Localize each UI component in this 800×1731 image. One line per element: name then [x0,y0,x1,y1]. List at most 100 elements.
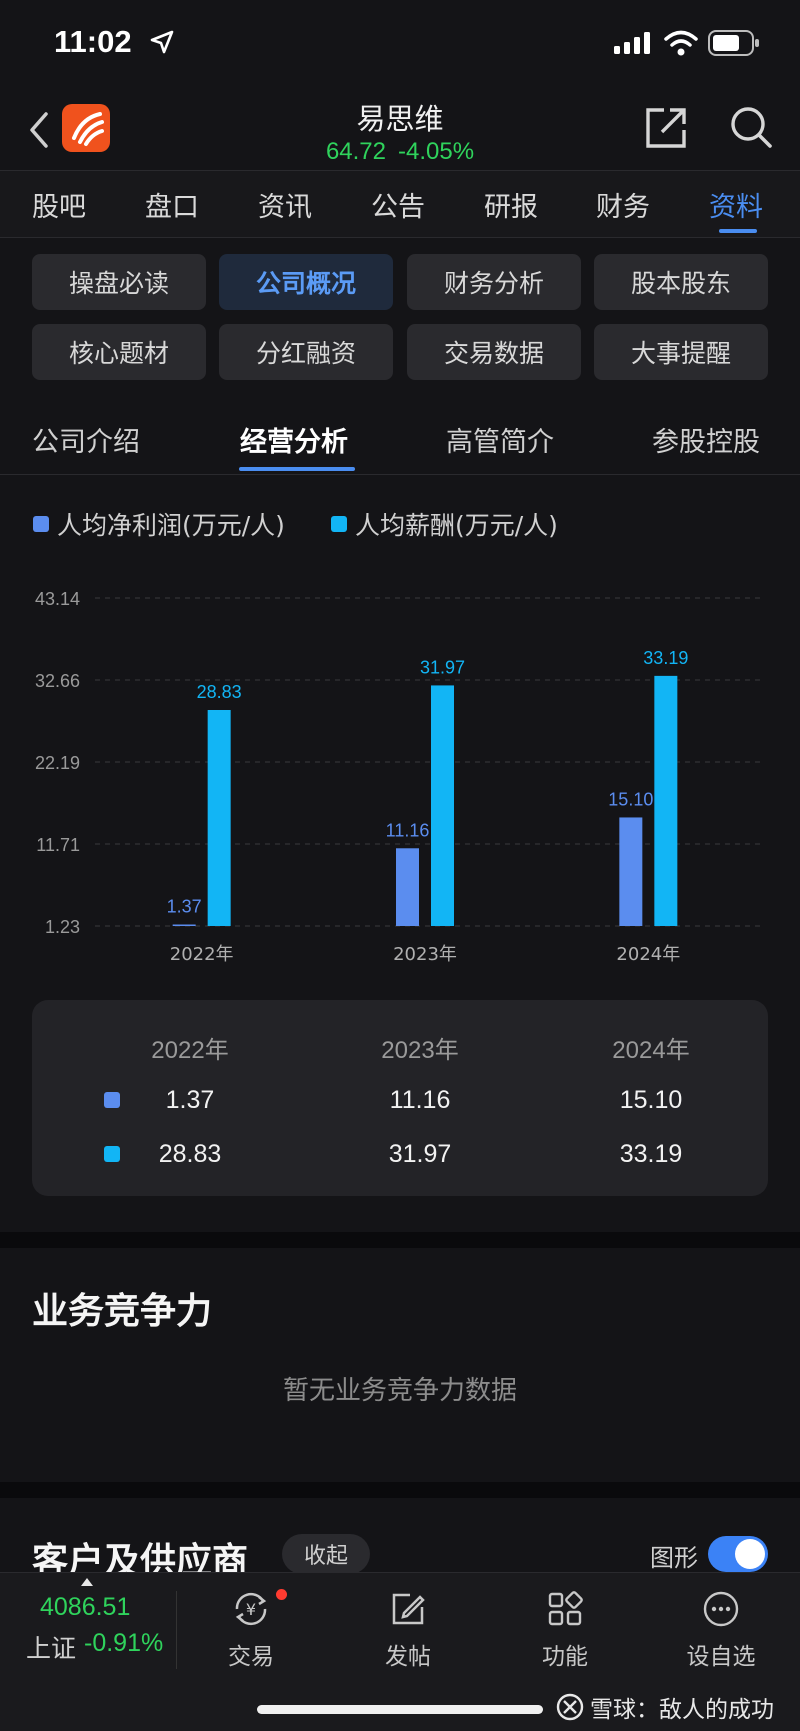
table-swatch-salary [104,1146,120,1162]
watermark-text: 雪球：敌人的成功 [590,1697,774,1723]
legend-swatch-profit [33,516,49,532]
subtab-business-analysis[interactable]: 经营分析 [240,427,348,458]
section-separator [0,1232,800,1248]
trade-icon: ¥ [235,1592,267,1626]
stock-name: 易思维 [356,102,444,136]
tab-profile[interactable]: 资料 [709,192,763,223]
legend-profit: 人均净利润(万元/人) [33,506,285,542]
y-tick-label: 43.14 [35,589,80,609]
svg-text:¥: ¥ [246,1600,256,1619]
toggle-knob [735,1539,765,1569]
chip-dividends-financing[interactable]: 分红融资 [219,324,393,380]
chip-company-overview[interactable]: 公司概况 [219,254,393,310]
table-cell: 1.37 [165,1086,215,1114]
top-tabs: 股吧 盘口 资讯 公告 研报 财务 资料 [0,170,800,238]
stock-logo-icon [72,112,104,146]
table-header-2024: 2024年 [612,1037,690,1064]
edit-icon [392,1593,425,1625]
data-label: 33.19 [643,648,688,668]
y-tick-label: 11.71 [36,835,80,855]
section-separator [0,1482,800,1498]
back-chevron-icon[interactable] [26,110,52,150]
nav-add-watchlist-label: 设自选 [686,1644,756,1670]
bottom-divider [176,1591,177,1669]
competitiveness-empty: 暂无业务竞争力数据 [282,1376,517,1406]
nav-add-watchlist-button[interactable]: 设自选 [666,1583,776,1673]
bar [431,685,454,926]
y-tick-label: 1.23 [45,917,80,937]
nav-post-button[interactable]: 发帖 [353,1583,463,1673]
chip-event-reminders[interactable]: 大事提醒 [594,324,768,380]
chip-core-themes[interactable]: 核心题材 [32,324,206,380]
subtab-executives[interactable]: 高管简介 [446,427,554,458]
nav-functions-button[interactable]: 功能 [510,1583,620,1673]
bar [619,817,643,926]
nav-post-label: 发帖 [385,1644,431,1670]
tab-announcements[interactable]: 公告 [371,192,425,223]
tab-active-indicator [719,229,757,233]
data-label: 11.16 [386,820,430,840]
share-icon[interactable] [644,104,690,150]
stock-quote: 64.72 -4.05% [0,138,800,166]
table-cell: 28.83 [158,1140,222,1168]
table-cell: 15.10 [619,1086,683,1114]
legend-salary: 人均薪酬(万元/人) [331,506,558,542]
stock-price: 64.72 [325,138,386,165]
chip-financial-analysis[interactable]: 财务分析 [407,254,581,310]
table-cell: 11.16 [389,1086,451,1114]
subtab-holdings[interactable]: 参股控股 [652,427,760,458]
subtab-active-indicator [239,467,355,471]
index-up-arrow-icon [81,1578,93,1586]
index-value[interactable]: 4086.51 [40,1593,131,1621]
tab-research[interactable]: 研报 [484,192,538,223]
subtab-company-intro[interactable]: 公司介绍 [32,427,140,458]
battery-icon [708,30,759,56]
subtab-divider [0,474,800,475]
per-capita-bar-chart: 43.14 32.66 22.19 11.71 1.23 1.37 28.83 2022年 11… [35,589,765,965]
data-label: 31.97 [420,657,465,677]
wifi-icon [664,30,698,56]
data-label: 1.37 [167,897,202,917]
more-icon [703,1591,739,1627]
status-time: 11:02 [54,24,132,59]
tab-forum[interactable]: 股吧 [32,192,86,223]
tab-finance[interactable]: 财务 [596,192,650,223]
legend-swatch-salary [331,516,347,532]
home-indicator [257,1705,543,1714]
table-cell: 31.97 [388,1140,452,1168]
stock-change: -4.05% [398,138,475,165]
data-label: 28.83 [197,682,242,702]
app-logo [62,104,110,152]
chip-trading-guide[interactable]: 操盘必读 [32,254,206,310]
data-table: 2022年 2023年 2024年 1.37 11.16 15.10 28.83… [32,1000,768,1196]
bottom-bar: 4086.51 上证 -0.91% ¥ 交易 发帖 功能 [0,1572,800,1731]
table-header-2022: 2022年 [151,1037,229,1064]
collapse-button[interactable]: 收起 [282,1534,370,1574]
competitiveness-title: 业务竞争力 [32,1291,213,1332]
nav-trade-label: 交易 [228,1644,274,1670]
legend-label-profit: 人均净利润(万元/人) [57,511,285,540]
search-icon[interactable] [728,104,774,150]
tab-market-depth[interactable]: 盘口 [145,192,199,223]
y-tick-label: 22.19 [35,753,80,773]
legend-label-salary: 人均薪酬(万元/人) [355,511,558,540]
chip-trading-data[interactable]: 交易数据 [407,324,581,380]
stock-header: 易思维 64.72 -4.05% [0,88,800,170]
bar [654,675,678,926]
x-tick-label: 2023年 [393,944,457,965]
signal-icon [614,32,650,54]
graph-toggle[interactable] [708,1536,768,1572]
tab-news[interactable]: 资讯 [258,192,312,223]
bar [396,848,419,926]
status-bar: 11:02 [0,0,800,88]
chip-shareholders[interactable]: 股本股东 [594,254,768,310]
data-label: 15.10 [608,789,653,809]
table-swatch-profit [104,1092,120,1108]
index-name[interactable]: 上证 [26,1634,77,1663]
xueqiu-logo-icon [556,1693,584,1721]
nav-trade-button[interactable]: ¥ 交易 [196,1583,306,1673]
x-tick-label: 2022年 [170,944,234,965]
index-change[interactable]: -0.91% [84,1629,164,1657]
table-header-2023: 2023年 [381,1037,459,1064]
bar [207,709,231,926]
